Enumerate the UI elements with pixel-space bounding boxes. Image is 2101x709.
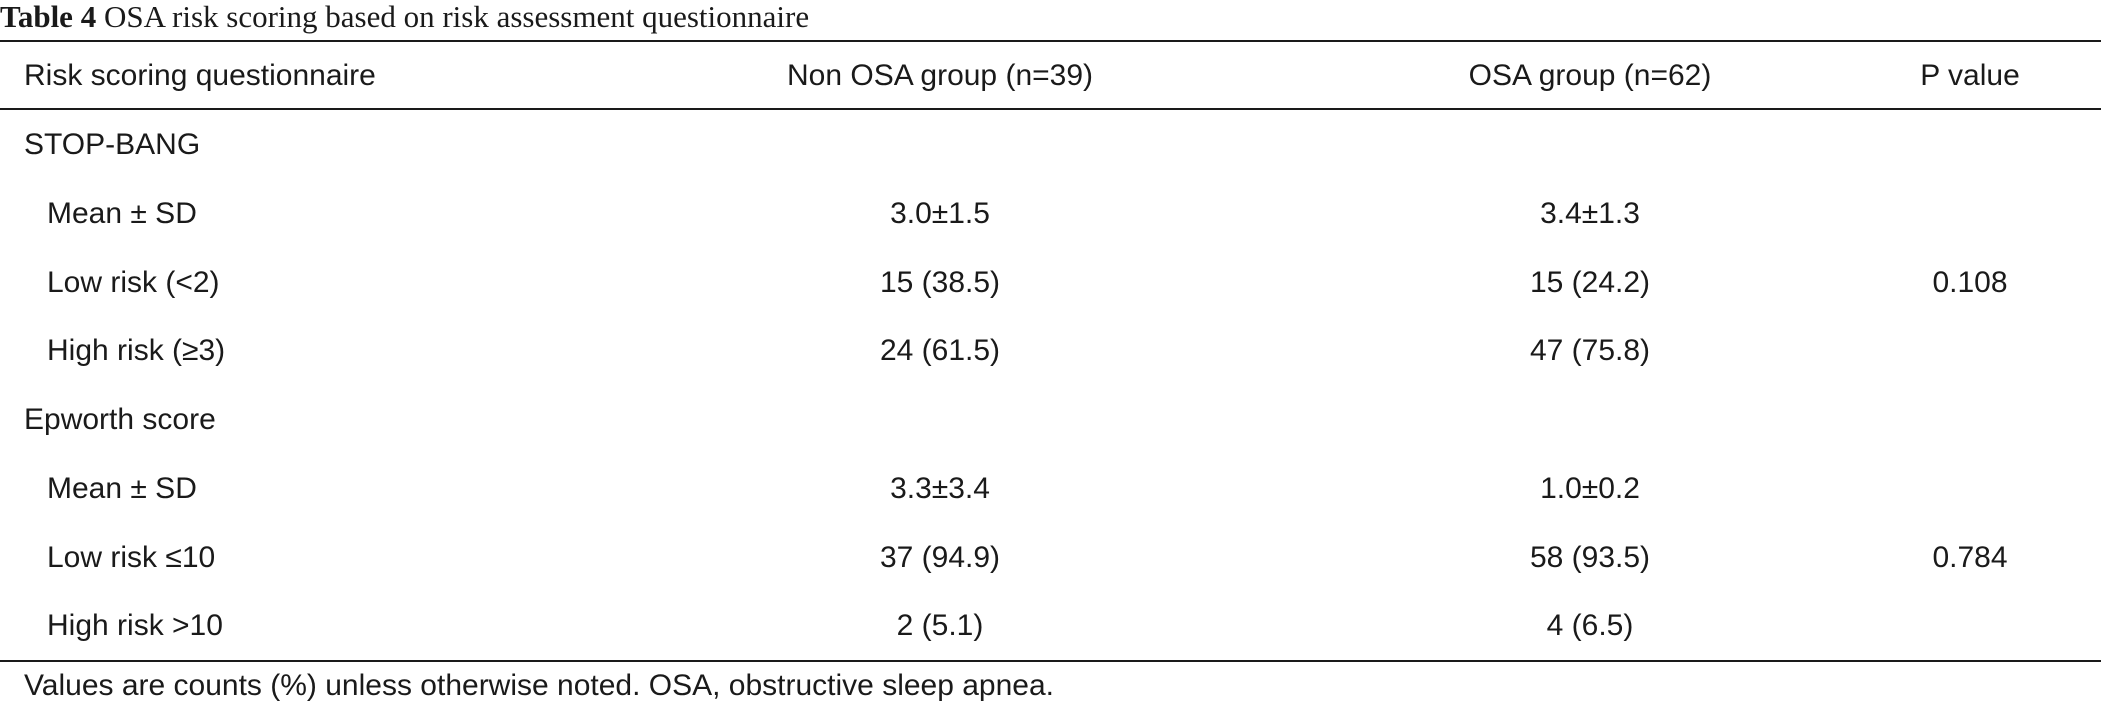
row-label: Mean ± SD	[47, 197, 197, 230]
table-row: Low risk ≤10 37 (94.9) 58 (93.5) 0.784	[0, 525, 2101, 591]
row-label: High risk >10	[47, 609, 223, 642]
header-rule	[0, 108, 2101, 110]
table-row: High risk >10 2 (5.1) 4 (6.5)	[0, 593, 2101, 659]
header-questionnaire: Risk scoring questionnaire	[24, 59, 376, 92]
bottom-rule	[0, 660, 2101, 662]
osa-value: 15 (24.2)	[1529, 266, 1651, 299]
header-p-value: P value	[1920, 59, 2020, 92]
header-non-osa-group: Non OSA group (n=39)	[786, 59, 1094, 92]
non-osa-value: 15 (38.5)	[879, 266, 1001, 299]
osa-value: 4 (6.5)	[1546, 609, 1634, 642]
row-label: Low risk ≤10	[47, 541, 216, 574]
table-row: Mean ± SD 3.0±1.5 3.4±1.3	[0, 181, 2101, 247]
table-caption: Table 4 OSA risk scoring based on risk a…	[0, 0, 809, 38]
osa-value: 58 (93.5)	[1529, 541, 1651, 574]
table-row: Low risk (<2) 15 (38.5) 15 (24.2) 0.108	[0, 250, 2101, 316]
non-osa-value: 2 (5.1)	[896, 609, 984, 642]
non-osa-value: 37 (94.9)	[879, 541, 1001, 574]
row-label: Low risk (<2)	[47, 266, 220, 299]
table-footnote: Values are counts (%) unless otherwise n…	[24, 669, 1055, 702]
table-caption-text: OSA risk scoring based on risk assessmen…	[96, 0, 810, 34]
row-label: Mean ± SD	[47, 472, 197, 505]
p-value: 0.784	[1932, 541, 2008, 574]
section-row-stop-bang: STOP-BANG	[0, 112, 2101, 178]
non-osa-value: 24 (61.5)	[879, 334, 1001, 367]
osa-value: 1.0±0.2	[1540, 472, 1640, 505]
row-label: STOP-BANG	[24, 128, 201, 161]
osa-value: 47 (75.8)	[1529, 334, 1651, 367]
section-row-epworth: Epworth score	[0, 387, 2101, 453]
row-label: Epworth score	[24, 403, 216, 436]
non-osa-value: 3.0±1.5	[890, 197, 990, 230]
table-header: Risk scoring questionnaire Non OSA group…	[0, 43, 2101, 109]
table-caption-label: Table 4	[0, 0, 97, 34]
table-row: High risk (≥3) 24 (61.5) 47 (75.8)	[0, 318, 2101, 384]
non-osa-value: 3.3±3.4	[890, 472, 990, 505]
osa-value: 3.4±1.3	[1540, 197, 1640, 230]
header-osa-group: OSA group (n=62)	[1468, 59, 1712, 92]
top-rule	[0, 40, 2101, 42]
row-label: High risk (≥3)	[47, 334, 226, 367]
table-row: Mean ± SD 3.3±3.4 1.0±0.2	[0, 456, 2101, 522]
p-value: 0.108	[1932, 266, 2008, 299]
